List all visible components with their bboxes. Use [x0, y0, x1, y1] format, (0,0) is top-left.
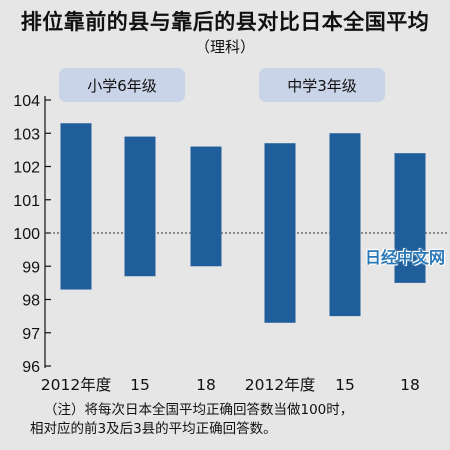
watermark-logo: 日经中文网 — [365, 248, 446, 267]
y-tick-label: 98 — [22, 293, 40, 310]
y-tick-label: 104 — [13, 93, 40, 110]
y-tick-label: 100 — [13, 226, 40, 243]
chart-title: 排位靠前的县与靠后的县对比日本全国平均 — [20, 10, 430, 34]
x-tick-label: 18 — [400, 376, 420, 394]
x-tick-label: 18 — [196, 376, 216, 394]
y-tick-label: 97 — [22, 326, 40, 343]
y-tick-label: 101 — [13, 193, 40, 210]
footnote-line-2: 相对应的前3及后3县的平均正确回答数。 — [30, 421, 277, 437]
chart-subtitle: （理科） — [194, 38, 255, 56]
range-bar — [124, 136, 156, 277]
x-tick-label: 2012年度 — [245, 376, 315, 394]
range-bar — [190, 146, 222, 267]
range-bar — [329, 133, 361, 317]
range-bar — [60, 123, 92, 290]
range-bar — [394, 153, 426, 283]
footnote-line-1: （注）将每次日本全国平均正确回答数当做100时， — [44, 402, 354, 418]
group-header-panel — [59, 68, 185, 102]
range-bar — [264, 143, 296, 323]
x-tick-label: 15 — [335, 376, 355, 394]
y-tick-label: 103 — [13, 126, 40, 143]
group-header-label: 中学3年级 — [287, 77, 357, 95]
y-tick-label: 99 — [22, 259, 40, 276]
x-tick-label: 15 — [130, 376, 150, 394]
group-header-label: 小学6年级 — [87, 77, 157, 95]
x-tick-label: 2012年度 — [41, 376, 111, 394]
y-tick-label: 96 — [22, 359, 40, 376]
group-header-panel — [259, 68, 385, 102]
footnote: （注）将每次日本全国平均正确回答数当做100时， 相对应的前3及后3县的平均正确… — [0, 401, 450, 439]
y-tick-label: 102 — [13, 160, 40, 177]
